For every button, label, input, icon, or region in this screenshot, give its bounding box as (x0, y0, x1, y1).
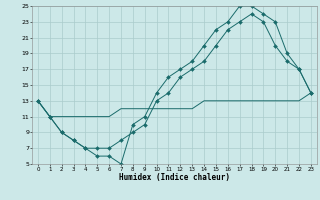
X-axis label: Humidex (Indice chaleur): Humidex (Indice chaleur) (119, 173, 230, 182)
